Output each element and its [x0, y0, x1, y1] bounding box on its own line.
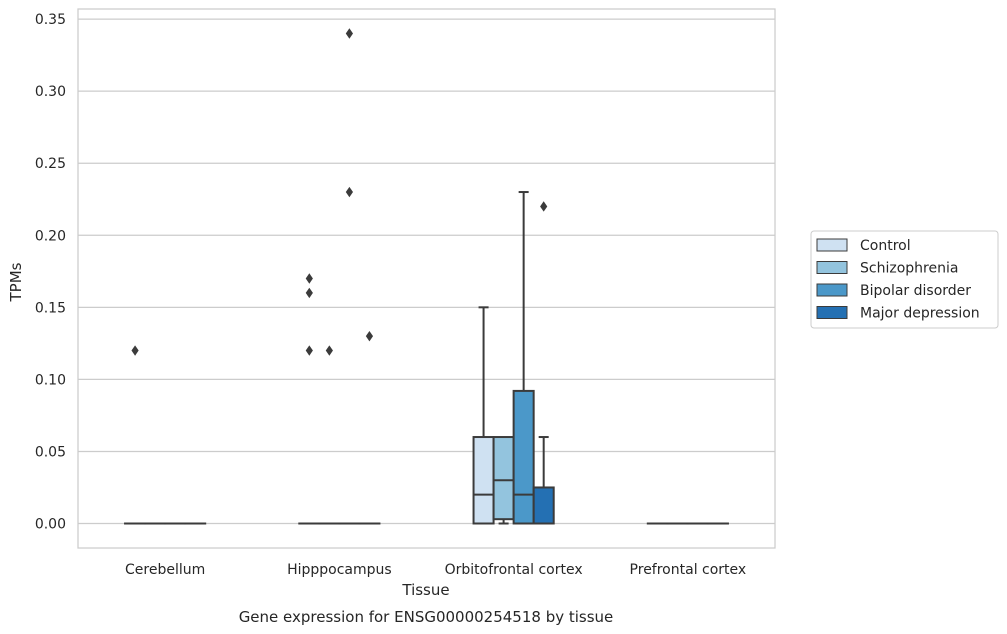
- box-1-3: [358, 330, 381, 525]
- legend-label: Bipolar disorder: [860, 283, 971, 299]
- outlier-point: [365, 330, 374, 342]
- outlier-point: [325, 345, 333, 356]
- box-0-0: [124, 345, 147, 525]
- y-tick-label: 0.30: [35, 84, 66, 100]
- outlier-point: [540, 201, 548, 212]
- y-tick-label: 0.10: [35, 372, 66, 388]
- outlier-point: [131, 345, 139, 356]
- legend-swatch: [816, 238, 848, 252]
- x-tick-label: Orbitofrontal cortex: [445, 562, 583, 578]
- box-body: [492, 436, 515, 521]
- box-1-1: [318, 345, 341, 525]
- x-axis-title: Tissue: [401, 581, 449, 599]
- x-tick-label: Cerebellum: [125, 562, 205, 578]
- outlier-point: [345, 28, 353, 39]
- box-1-2: [338, 28, 361, 525]
- y-axis-title: TPMs: [7, 262, 25, 302]
- y-tick-label: 0.15: [35, 300, 66, 316]
- box-2-1: [492, 436, 515, 525]
- legend-swatch: [816, 261, 848, 274]
- legend-swatch: [816, 283, 848, 297]
- legend-swatch: [816, 306, 848, 319]
- gridlines: [78, 18, 775, 525]
- x-tick-label: Hipppocampus: [287, 562, 392, 578]
- y-tick-label: 0.25: [35, 156, 66, 172]
- y-tick-labels: 0.00 0.05 0.10 0.15 0.20 0.25 0.30 0.35: [35, 12, 66, 532]
- y-tick-label: 0.20: [35, 228, 66, 244]
- legend-label: Schizophrenia: [860, 261, 958, 277]
- box-2-0: [472, 306, 495, 525]
- outlier-point: [305, 273, 313, 284]
- y-tick-label: 0.05: [35, 444, 66, 460]
- legend-frame: [810, 230, 999, 329]
- chart-caption: Gene expression for ENSG00000254518 by t…: [239, 608, 614, 626]
- y-tick-label: 0.35: [35, 12, 66, 28]
- outlier-point: [305, 345, 313, 356]
- box-body: [472, 436, 495, 525]
- box-body: [532, 486, 555, 525]
- x-tick-label: Prefrontal cortex: [630, 562, 747, 578]
- legend-label: Control: [860, 238, 911, 254]
- box-body: [512, 389, 535, 525]
- plot-marks: [124, 28, 729, 525]
- legend-label: Major depression: [860, 306, 980, 322]
- legend: Control Schizophrenia Bipolar disorder Majo…: [810, 230, 999, 329]
- outlier-point: [305, 287, 313, 299]
- box-2-2: [512, 191, 535, 525]
- x-tick-labels: Cerebellum Hipppocampus Orbitofrontal cort…: [125, 562, 746, 578]
- outlier-point: [345, 186, 353, 198]
- plot-frame: [77, 8, 776, 549]
- box-1-0: [298, 273, 321, 525]
- box-2-3: [532, 201, 555, 525]
- y-tick-label: 0.00: [35, 517, 66, 533]
